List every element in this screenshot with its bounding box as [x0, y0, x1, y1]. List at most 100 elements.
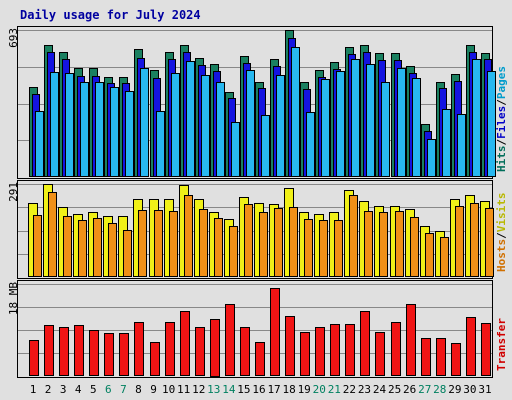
bar-transfer-day-20: [315, 327, 325, 376]
legend-label-hosts: Hosts: [495, 239, 508, 272]
bar-hosts-day-28: [440, 237, 449, 277]
bar-hosts-day-4: [78, 220, 87, 277]
x-tick-label: 5: [90, 383, 97, 396]
x-tick-label: 8: [135, 383, 142, 396]
bar-transfer-day-11: [180, 311, 190, 376]
bar-hosts-day-3: [63, 216, 72, 277]
bar-hosts-day-13: [214, 218, 223, 277]
x-tick-label: 26: [403, 383, 416, 396]
bar-pages-day-29: [457, 114, 466, 177]
bar-hosts-day-12: [199, 209, 208, 277]
x-tick-label: 1: [30, 383, 37, 396]
panel-legend: Transfer: [495, 318, 508, 371]
bar-pages-day-28: [442, 109, 451, 177]
bar-transfer-day-19: [300, 332, 310, 376]
bar-pages-day-24: [381, 82, 390, 177]
panel-hosts-visits: 291 Hosts/Visits: [7, 180, 508, 279]
bar-transfer-day-3: [59, 327, 69, 376]
series-pages: [35, 47, 496, 177]
bar-hosts-day-10: [169, 211, 178, 277]
bar-pages-day-25: [397, 68, 406, 177]
bar-transfer-day-15: [240, 327, 250, 376]
bar-transfer-day-22: [345, 324, 355, 376]
legend-label-transfer: Transfer: [495, 318, 508, 371]
bar-hosts-day-25: [395, 211, 404, 277]
bar-transfer-day-29: [451, 343, 461, 376]
x-tick-label: 22: [343, 383, 356, 396]
bar-hosts-day-2: [48, 192, 57, 277]
bar-hosts-day-19: [304, 219, 313, 277]
bar-hosts-day-21: [334, 220, 343, 277]
y-axis-max-label: 18 MB: [7, 282, 20, 315]
x-tick-label: 19: [298, 383, 311, 396]
x-tick-label: 2: [45, 383, 52, 396]
bar-hosts-day-27: [425, 233, 434, 277]
bar-pages-day-19: [306, 112, 315, 177]
x-tick-label: 24: [373, 383, 387, 396]
bar-transfer-day-18: [285, 316, 295, 376]
bar-hosts-day-23: [364, 211, 373, 277]
bar-hosts-day-8: [138, 210, 147, 277]
panel-legend: Hits/Files/Pages: [495, 66, 508, 172]
bar-transfer-day-10: [165, 322, 175, 376]
x-tick-label: 30: [463, 383, 476, 396]
panel-legend: Hosts/Visits: [495, 193, 508, 273]
x-tick-label: 6: [105, 383, 112, 396]
bar-transfer-day-2: [44, 325, 54, 376]
bar-transfer-day-9: [150, 342, 160, 376]
bar-pages-day-13: [216, 82, 225, 177]
y-axis-max-label: 291: [7, 182, 20, 202]
bar-hosts-day-17: [274, 208, 283, 277]
bar-transfer-day-24: [375, 332, 385, 376]
bar-transfer-day-16: [255, 342, 265, 376]
legend-label-files: Files: [495, 106, 508, 139]
bar-hosts-day-16: [259, 212, 268, 277]
bar-hosts-day-24: [379, 212, 388, 277]
x-tick-label: 21: [328, 383, 341, 396]
x-tick-label: 9: [150, 383, 157, 396]
x-tick-label: 27: [418, 383, 431, 396]
bar-hosts-day-6: [108, 223, 117, 277]
bar-transfer-day-14: [225, 304, 235, 376]
x-tick-label: 13: [207, 383, 220, 396]
x-tick-label: 17: [267, 383, 280, 396]
bar-hosts-day-9: [154, 210, 163, 277]
x-tick-label: 10: [162, 383, 175, 396]
bar-transfer-day-26: [406, 304, 416, 376]
bar-transfer-day-17: [270, 288, 280, 376]
x-tick-label: 11: [177, 383, 190, 396]
y-axis-max-label: 693: [7, 28, 20, 48]
bar-pages-day-15: [246, 70, 255, 177]
bar-hosts-day-20: [319, 220, 328, 277]
bar-hosts-day-14: [229, 226, 238, 277]
bar-pages-day-12: [201, 75, 210, 177]
legend-separator: /: [495, 232, 508, 239]
bar-hosts-day-7: [123, 230, 132, 277]
series-transfer: [29, 288, 491, 377]
bar-pages-day-9: [156, 111, 165, 177]
bar-pages-day-14: [231, 122, 240, 177]
legend-label-pages: Pages: [495, 66, 508, 99]
bar-pages-day-8: [140, 68, 149, 177]
x-tick-label: 25: [388, 383, 401, 396]
x-tick-label: 4: [75, 383, 82, 396]
bar-pages-day-18: [291, 47, 300, 177]
series-hosts: [33, 192, 494, 277]
bar-pages-day-5: [95, 82, 104, 177]
bar-hosts-day-1: [33, 215, 42, 277]
bar-pages-day-11: [186, 61, 195, 177]
legend-separator: /: [495, 139, 508, 146]
bar-pages-day-20: [321, 79, 330, 177]
bar-pages-day-22: [351, 59, 360, 177]
bar-transfer-day-8: [134, 322, 144, 376]
bar-transfer-day-12: [195, 327, 205, 376]
bar-pages-day-21: [336, 71, 345, 177]
x-tick-label: 20: [313, 383, 326, 396]
bar-transfer-day-30: [466, 317, 476, 376]
bar-hosts-day-29: [455, 206, 464, 277]
bar-transfer-day-21: [330, 324, 340, 376]
bar-transfer-day-4: [74, 325, 84, 376]
x-tick-label: 15: [237, 383, 250, 396]
